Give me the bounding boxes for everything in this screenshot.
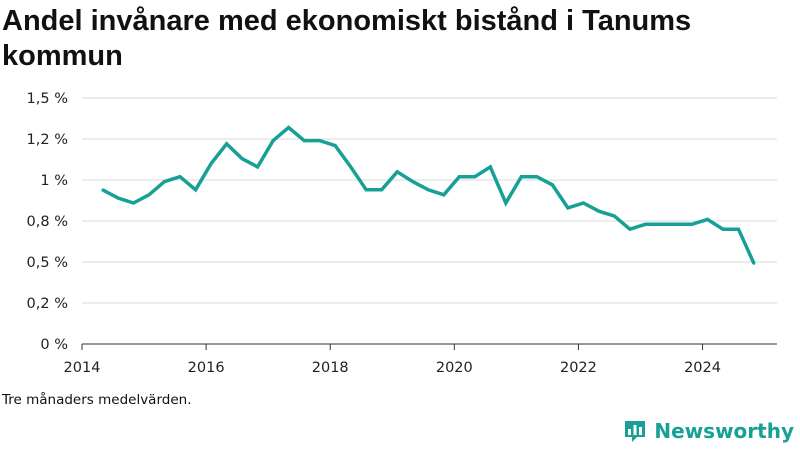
data-point (411, 180, 414, 183)
brand-logo: Newsworthy (622, 418, 794, 444)
y-tick-label: 0,2 % (27, 296, 68, 312)
x-axis: 2014 2016 2018 2020 2022 2024 (64, 344, 721, 376)
brand-name: Newsworthy (654, 419, 794, 443)
data-point (690, 223, 694, 226)
x-tick-label: 2022 (560, 360, 597, 376)
data-point (318, 139, 321, 142)
data-point (380, 188, 383, 192)
data-point (504, 201, 508, 205)
y-tick-label: 1 % (40, 173, 68, 189)
data-point (644, 223, 647, 226)
data-point (240, 157, 244, 160)
y-tick-label: 0,8 % (27, 214, 68, 230)
data-point (225, 142, 228, 146)
chart-title: Andel invånare med ekonomiskt bistånd i … (2, 5, 692, 72)
y-axis: 0 % 0,2 % 0,5 % 0,8 % 1 % 1,2 % 1,5 % (27, 91, 68, 353)
x-tick-label: 2014 (64, 360, 101, 376)
y-tick-label: 0 % (40, 337, 68, 353)
y-tick-label: 0,5 % (27, 255, 68, 271)
x-tick-label: 2024 (684, 360, 721, 376)
bar-chart-logo-icon (625, 421, 646, 442)
data-point (302, 139, 306, 142)
data-point (737, 228, 740, 231)
data-point (349, 165, 352, 169)
chart-note: Tre månaders medelvärden. (2, 392, 192, 408)
data-point (675, 223, 678, 226)
data-point (256, 165, 259, 169)
data-point (116, 196, 120, 200)
series-layer (101, 125, 756, 265)
data-point (752, 262, 756, 265)
data-point (427, 188, 430, 192)
data-point (628, 228, 632, 231)
x-tick-label: 2018 (312, 360, 349, 376)
data-point (101, 188, 104, 192)
data-point (520, 175, 523, 178)
data-point (287, 126, 290, 129)
data-point (458, 175, 461, 178)
data-point (473, 175, 476, 178)
series-line (101, 125, 756, 265)
data-point (333, 144, 337, 147)
data-point (132, 201, 135, 205)
data-point (209, 162, 213, 165)
data-point (535, 175, 539, 178)
data-point (551, 183, 554, 187)
data-point (659, 223, 663, 226)
x-tick-label: 2016 (188, 360, 225, 376)
data-point (721, 228, 725, 231)
data-point (489, 165, 492, 169)
line-chart: 2014 2016 2018 2020 2022 2024 0 % 0,2 % 0,5 % 0,… (27, 91, 777, 376)
data-point (597, 209, 601, 213)
data-point (365, 188, 368, 192)
data-point (178, 175, 182, 178)
data-point (566, 206, 570, 210)
grid-lines (82, 97, 777, 345)
data-point (271, 139, 275, 142)
data-point (613, 214, 616, 218)
data-point (163, 180, 166, 183)
data-point (396, 170, 399, 173)
data-point (706, 218, 709, 221)
data-point (582, 201, 585, 205)
y-tick-label: 1,5 % (27, 91, 68, 107)
x-tick-label: 2020 (436, 360, 473, 376)
y-tick-label: 1,2 % (27, 132, 68, 148)
data-point (442, 193, 445, 196)
data-point (147, 193, 151, 196)
data-point (194, 188, 197, 192)
